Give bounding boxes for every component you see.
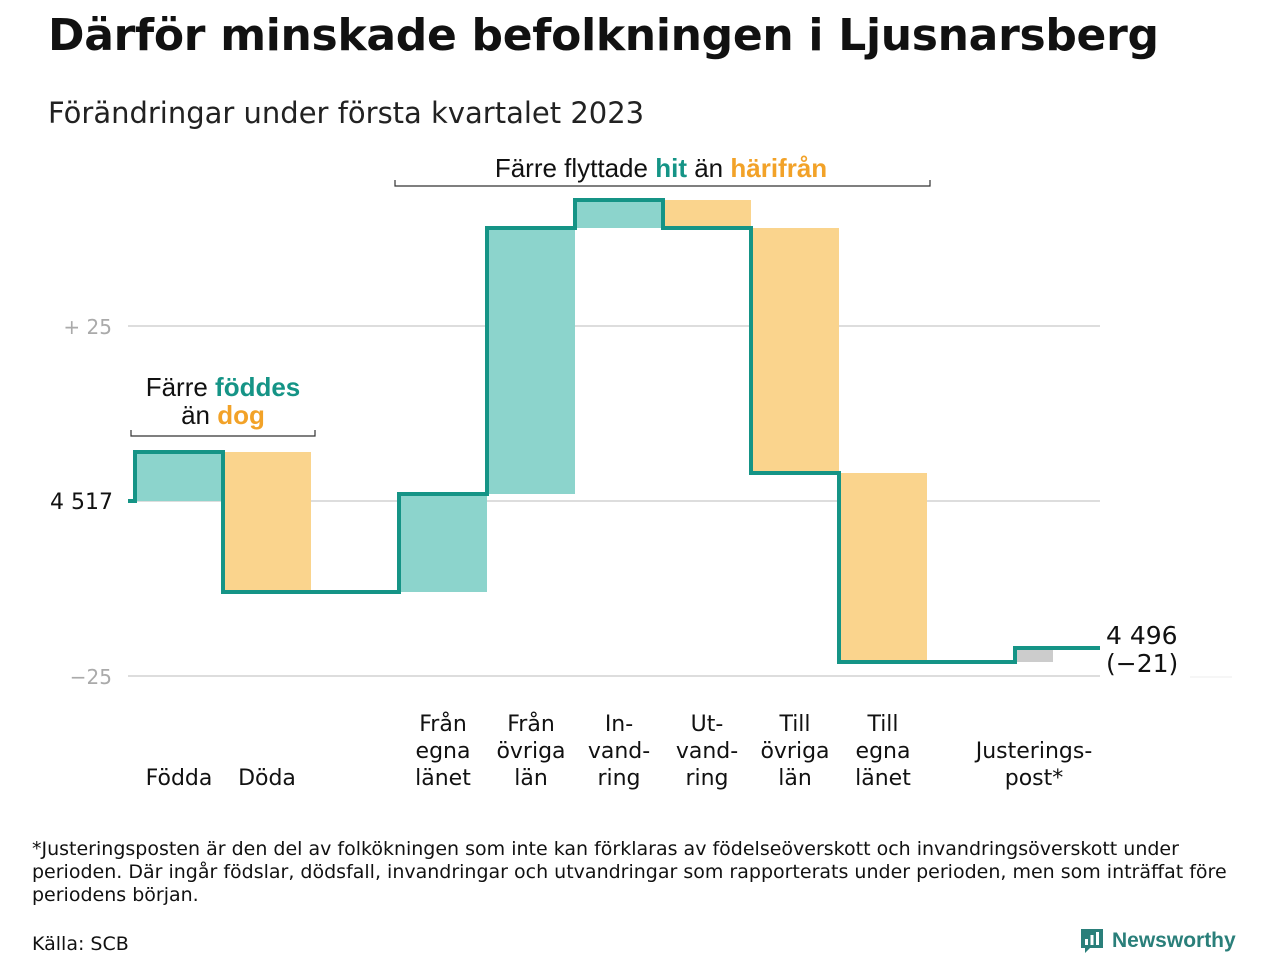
newsworthy-logo-icon xyxy=(1081,929,1103,953)
category-label-line: vand- xyxy=(588,739,650,764)
category-label-line: Från xyxy=(419,711,467,737)
category-label: Födda xyxy=(146,766,213,791)
category-label-line: Födda xyxy=(146,766,213,791)
logo-text: Newsworthy xyxy=(1112,929,1236,952)
category-label: Från egna länet xyxy=(415,711,471,791)
annotation-births-top: Färre föddes xyxy=(146,372,301,402)
category-label-line: länet xyxy=(855,766,911,791)
waterfall-bar xyxy=(839,473,927,662)
category-label-line: Justerings- xyxy=(974,739,1093,764)
category-label: Till egna länet xyxy=(855,712,911,791)
annotation-moves-bracket xyxy=(394,180,931,187)
category-label-line: övriga xyxy=(496,739,565,764)
source-text: Källa: SCB xyxy=(32,933,129,955)
annotation-births-bottom-part: än xyxy=(181,400,217,430)
y-tick-label: −25 xyxy=(70,665,112,689)
annotation-births-bracket xyxy=(130,430,316,437)
category-label-line: länet xyxy=(415,766,471,791)
category-label: Från övriga län xyxy=(496,711,565,791)
category-label-line: län xyxy=(778,766,812,791)
category-label-line: Ut- xyxy=(691,712,724,737)
chart-title: Därför minskade befolkningen i Ljusnarsb… xyxy=(48,10,1159,61)
waterfall-bar xyxy=(487,228,575,494)
category-label: In-vand-ring xyxy=(588,712,650,791)
waterfall-bar xyxy=(135,452,223,501)
category-label-line: In- xyxy=(605,712,633,737)
category-label-line: post* xyxy=(1005,766,1064,791)
category-label-line: vand- xyxy=(676,739,738,764)
category-label-line: egna xyxy=(416,739,471,764)
waterfall-bar xyxy=(223,452,311,592)
annotation-moves-part: Färre flyttade xyxy=(495,153,655,183)
category-label-line: ring xyxy=(597,766,640,791)
annotation-births-top-part: Färre xyxy=(146,372,215,402)
end-value-label: 4 496 xyxy=(1106,621,1178,650)
annotation-births-top-part: föddes xyxy=(215,372,300,402)
category-label-line: län xyxy=(514,766,548,791)
category-label: Ut-vand-ring xyxy=(676,712,738,791)
y-tick-label: + 25 xyxy=(63,315,112,339)
category-label-line: ring xyxy=(685,766,728,791)
category-label: Döda xyxy=(238,766,296,791)
category-label-line: övriga xyxy=(760,739,829,764)
category-label-line: egna xyxy=(856,739,911,764)
annotation-births-bottom-part: dog xyxy=(217,400,265,430)
waterfall-bar xyxy=(1015,648,1053,662)
cumulative-line xyxy=(128,198,1100,664)
end-change-label: (−21) xyxy=(1106,649,1178,678)
waterfall-bar xyxy=(663,200,751,228)
waterfall-bar xyxy=(399,494,487,592)
waterfall-bar xyxy=(751,228,839,473)
category-label: Till övriga län xyxy=(760,712,829,791)
category-label-line: Från xyxy=(507,711,555,737)
category-label-line: Till xyxy=(866,712,898,737)
annotation-moves-part: hit xyxy=(655,153,687,183)
category-label-line: Döda xyxy=(238,766,296,791)
chart-subtitle: Förändringar under första kvartalet 2023 xyxy=(48,96,645,130)
waterfall-bar xyxy=(575,200,663,228)
annotation-moves-part: härifrån xyxy=(730,153,827,183)
newsworthy-logo: Newsworthy xyxy=(1080,928,1236,954)
annotation-moves-part: än xyxy=(687,153,730,183)
category-label-line: Till xyxy=(778,712,810,737)
annotation-births-bottom: än dog xyxy=(181,400,265,430)
category-label: Justerings-post* xyxy=(974,739,1093,791)
footnote: *Justeringsposten är den del av folkökni… xyxy=(32,838,1227,906)
start-value-label: 4 517 xyxy=(50,490,113,515)
annotation-moves: Färre flyttade hit än härifrån xyxy=(495,153,827,183)
